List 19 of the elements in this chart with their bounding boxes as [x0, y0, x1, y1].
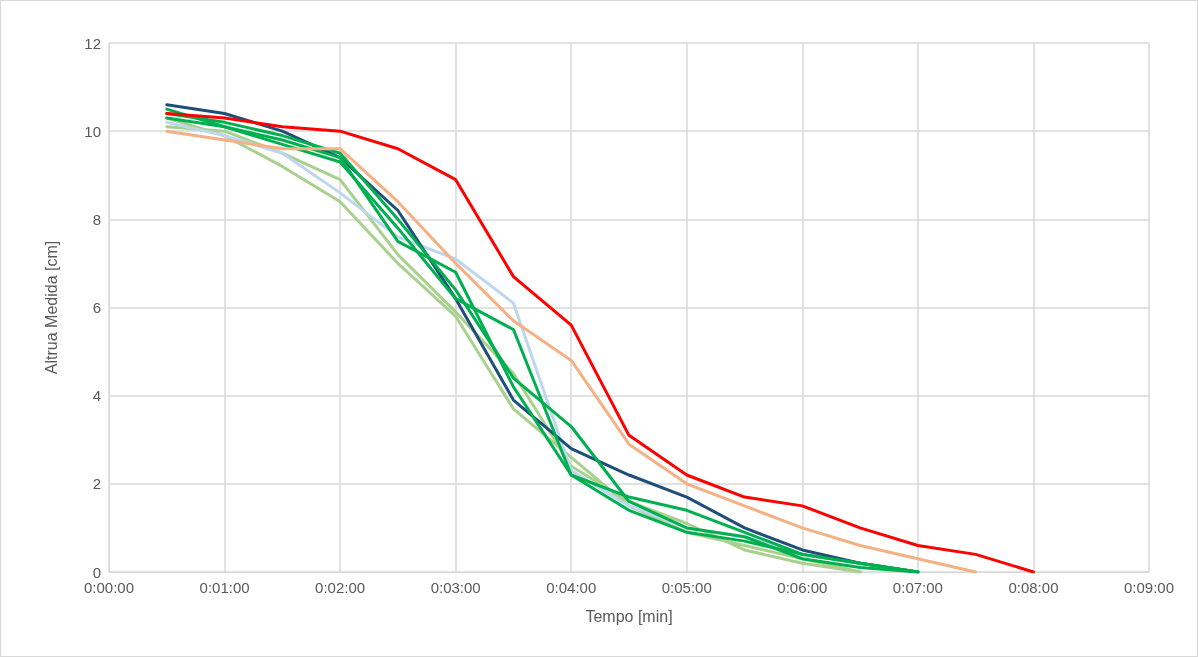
y-axis-title: Altrua Medida [cm]: [42, 240, 60, 375]
x-tick-label: 0:04:00: [546, 579, 597, 596]
y-tick-label: 12: [84, 34, 101, 52]
x-tick-label: 0:05:00: [661, 579, 712, 596]
y-tick-label: 8: [92, 210, 101, 228]
y-tick-label: 4: [92, 387, 101, 405]
y-tick-label: 2: [92, 475, 101, 493]
y-tick-label: 10: [84, 122, 101, 140]
x-axis-title: Tempo [min]: [585, 607, 673, 625]
x-tick-label: 0:09:00: [1123, 579, 1175, 596]
y-tick-label: 0: [92, 563, 101, 581]
x-tick-label: 0:01:00: [199, 579, 250, 596]
x-tick-label: 0:02:00: [315, 579, 366, 596]
x-tick-label: 0:06:00: [777, 579, 828, 596]
y-tick-label: 6: [92, 299, 101, 316]
x-tick-label: 0:00:00: [83, 579, 135, 596]
x-tick-label: 0:08:00: [1008, 579, 1059, 596]
x-tick-label: 0:07:00: [892, 579, 943, 596]
x-tick-label: 0:03:00: [430, 579, 481, 596]
